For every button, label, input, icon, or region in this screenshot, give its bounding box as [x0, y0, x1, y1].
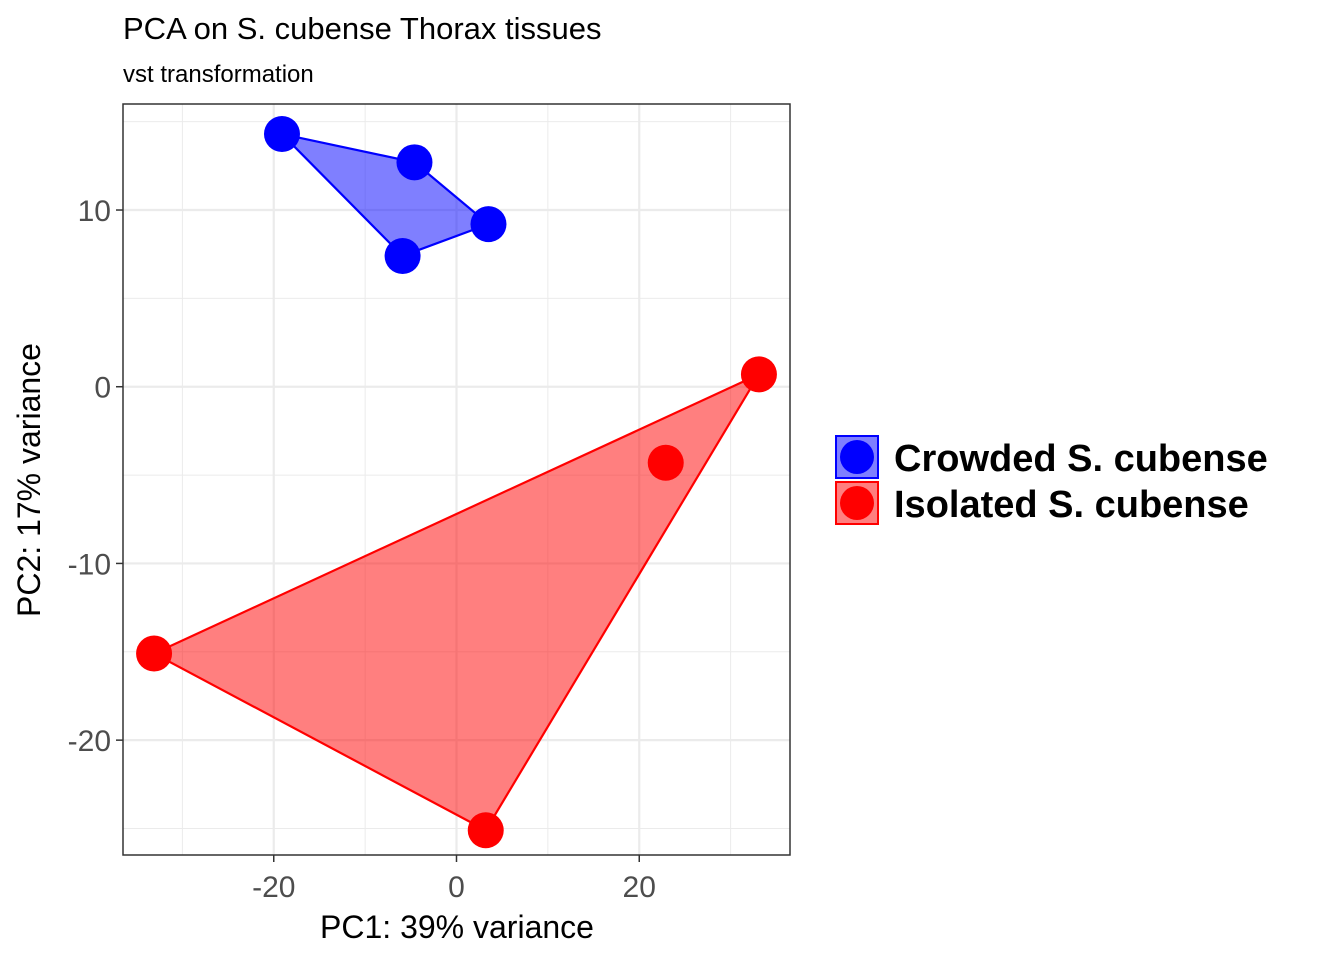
y-tick-label: -10 [68, 548, 111, 581]
data-point [263, 116, 300, 153]
chart-subtitle: vst transformation [123, 61, 314, 88]
data-point [384, 237, 421, 274]
chart-title: PCA on S. cubense Thorax tissues [123, 11, 601, 46]
x-axis: -20 0 20 [252, 855, 656, 904]
x-axis-title: PC1: 39% variance [320, 909, 594, 945]
legend-key-dot [840, 440, 874, 474]
data-point [470, 206, 507, 243]
data-point [740, 356, 777, 393]
y-tick-label: 0 [94, 372, 111, 405]
legend-label: Isolated S. cubense [894, 484, 1249, 526]
y-axis-title: PC2: 17% variance [11, 343, 47, 617]
y-tick-label: 10 [78, 195, 111, 228]
data-point [396, 144, 433, 181]
y-axis: -20 -10 0 10 [68, 195, 123, 758]
legend-label: Crowded S. cubense [894, 438, 1268, 480]
data-point [467, 812, 504, 849]
x-tick-label: 0 [448, 871, 465, 904]
data-point [136, 635, 173, 672]
legend-key-dot [840, 486, 874, 520]
data-point [647, 444, 684, 481]
x-tick-label: 20 [623, 871, 656, 904]
data-points [136, 116, 777, 849]
hull-polygon [151, 371, 762, 832]
y-tick-label: -20 [68, 725, 111, 758]
x-tick-label: -20 [252, 871, 295, 904]
